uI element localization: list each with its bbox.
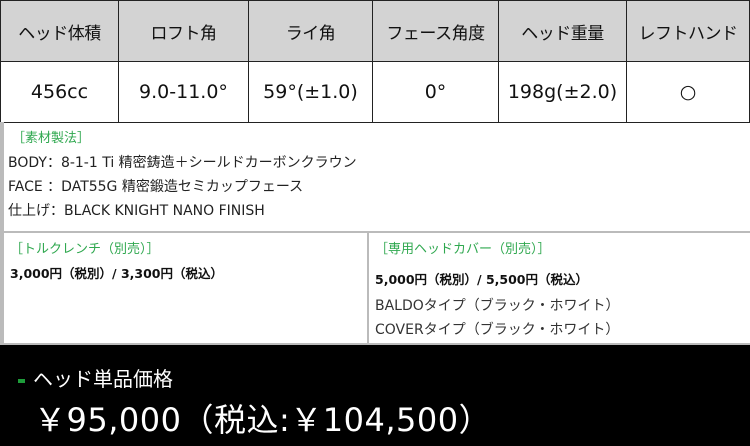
header-left-hand: レフトハンド bbox=[626, 0, 750, 62]
value-head-weight: 198g(±2.0) bbox=[498, 61, 627, 123]
materials-section: ［素材製法］ BODY：8-1-1 Ti 精密鋳造＋シールドカーボンクラウン F… bbox=[0, 122, 750, 233]
head-price: ￥95,000（税込:￥104,500） bbox=[34, 401, 492, 439]
head-cover-price: 5,000円（税別）/ 5,500円（税込） bbox=[375, 272, 588, 287]
header-lie: ライ角 bbox=[248, 0, 373, 62]
torque-wrench-price: 3,000円（税別）/ 3,300円（税込） bbox=[10, 266, 223, 281]
value-face-angle: 0° bbox=[372, 61, 499, 123]
head-cover-title: ［専用ヘッドカバー（別売）］ bbox=[375, 242, 551, 257]
torque-wrench-title: ［トルクレンチ（別売）］ bbox=[10, 242, 160, 257]
materials-title: ［素材製法］ bbox=[12, 131, 91, 146]
materials-face: FACE ：DAT55G 精密鍛造セミカップフェース bbox=[8, 179, 304, 195]
header-loft: ロフト角 bbox=[118, 0, 249, 62]
materials-body: BODY：8-1-1 Ti 精密鋳造＋シールドカーボンクラウン bbox=[8, 155, 357, 171]
head-cover-type-cover: COVERタイプ（ブラック・ホワイト） bbox=[375, 322, 620, 338]
spec-header-row: ヘッド体積 ロフト角 ライ角 フェース角度 ヘッド重量 レフトハンド bbox=[0, 0, 750, 62]
torque-wrench-section: ［トルクレンチ（別売）］ 3,000円（税別）/ 3,300円（税込） bbox=[0, 233, 369, 345]
price-bar: ヘッド単品価格 ￥95,000（税込:￥104,500） bbox=[0, 345, 750, 446]
materials-finish: 仕上げ：BLACK KNIGHT NANO FINISH bbox=[8, 203, 265, 219]
spec-value-row: 456cc 9.0-11.0° 59°(±1.0) 0° 198g(±2.0) … bbox=[0, 61, 750, 123]
green-dash-icon bbox=[18, 378, 25, 383]
value-head-volume: 456cc bbox=[0, 61, 119, 123]
spec-table: ヘッド体積 ロフト角 ライ角 フェース角度 ヘッド重量 レフトハンド 456cc… bbox=[0, 0, 750, 123]
price-label: ヘッド単品価格 bbox=[18, 363, 173, 392]
price-label-text: ヘッド単品価格 bbox=[33, 367, 173, 391]
head-cover-section: ［専用ヘッドカバー（別売）］ 5,000円（税別）/ 5,500円（税込） BA… bbox=[369, 233, 750, 345]
value-lie: 59°(±1.0) bbox=[248, 61, 373, 123]
head-cover-type-baldo: BALDOタイプ（ブラック・ホワイト） bbox=[375, 298, 620, 314]
value-left-hand: ○ bbox=[626, 61, 750, 123]
value-loft: 9.0-11.0° bbox=[118, 61, 249, 123]
header-head-volume: ヘッド体積 bbox=[0, 0, 119, 62]
header-face-angle: フェース角度 bbox=[372, 0, 499, 62]
header-head-weight: ヘッド重量 bbox=[498, 0, 627, 62]
